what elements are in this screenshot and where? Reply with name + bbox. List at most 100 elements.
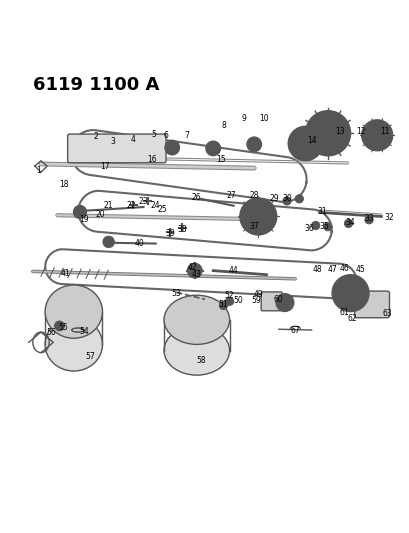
Circle shape: [205, 141, 220, 156]
Text: 24: 24: [151, 201, 160, 211]
Text: 32: 32: [384, 213, 393, 222]
Text: 35: 35: [318, 222, 328, 231]
Text: 33: 33: [363, 214, 373, 223]
Ellipse shape: [45, 318, 102, 371]
FancyBboxPatch shape: [354, 291, 389, 318]
Circle shape: [311, 221, 319, 230]
Text: 54: 54: [79, 327, 89, 336]
Text: 5: 5: [151, 130, 156, 139]
Ellipse shape: [45, 285, 102, 338]
Text: 61: 61: [339, 308, 348, 317]
Text: 34: 34: [345, 217, 355, 227]
Text: 1: 1: [36, 166, 41, 175]
Text: 62: 62: [347, 314, 357, 324]
Text: 14: 14: [306, 136, 316, 145]
Circle shape: [297, 135, 313, 152]
Text: 19: 19: [79, 215, 89, 224]
Text: 55: 55: [58, 322, 68, 332]
Circle shape: [291, 136, 306, 151]
Text: 6119 1100 A: 6119 1100 A: [33, 76, 159, 94]
Circle shape: [282, 197, 290, 205]
Text: 46: 46: [339, 264, 348, 273]
Text: 16: 16: [146, 155, 156, 164]
Text: 38: 38: [177, 225, 187, 234]
Text: 53: 53: [171, 289, 181, 297]
Circle shape: [341, 284, 359, 302]
Circle shape: [364, 216, 372, 224]
Text: 2: 2: [94, 132, 99, 141]
Text: 56: 56: [46, 328, 56, 337]
Circle shape: [219, 301, 227, 310]
Circle shape: [250, 141, 257, 148]
Text: 58: 58: [196, 356, 205, 365]
Text: 27: 27: [226, 191, 236, 200]
Text: 13: 13: [335, 127, 344, 136]
Text: 39: 39: [165, 229, 175, 238]
Circle shape: [369, 128, 384, 143]
Text: 12: 12: [355, 127, 365, 136]
Text: 44: 44: [228, 266, 238, 275]
Text: 11: 11: [380, 127, 389, 136]
Text: 41: 41: [61, 269, 70, 278]
Text: 60: 60: [273, 295, 283, 304]
Circle shape: [331, 274, 368, 312]
Circle shape: [246, 137, 261, 152]
Text: 42: 42: [187, 263, 197, 272]
Text: 49: 49: [253, 290, 263, 299]
Text: 37: 37: [249, 222, 258, 231]
Ellipse shape: [164, 295, 229, 344]
Circle shape: [288, 126, 322, 161]
Circle shape: [187, 263, 202, 278]
Text: 26: 26: [191, 193, 201, 202]
Text: 59: 59: [251, 296, 261, 305]
Circle shape: [209, 145, 216, 152]
Text: 15: 15: [216, 155, 226, 164]
Circle shape: [73, 205, 86, 219]
Circle shape: [344, 220, 352, 228]
Circle shape: [239, 198, 276, 235]
Text: 18: 18: [58, 180, 68, 189]
Circle shape: [313, 119, 342, 148]
Text: 10: 10: [259, 114, 269, 123]
Text: 48: 48: [312, 265, 322, 274]
Text: 36: 36: [304, 224, 314, 233]
Text: 47: 47: [326, 265, 336, 274]
Circle shape: [247, 206, 268, 227]
Text: 17: 17: [99, 161, 109, 171]
Text: 50: 50: [232, 296, 242, 305]
Text: 51: 51: [218, 300, 228, 309]
Text: 21: 21: [103, 201, 113, 211]
FancyBboxPatch shape: [67, 134, 166, 163]
Text: 20: 20: [95, 209, 105, 219]
Text: 43: 43: [191, 270, 201, 279]
Circle shape: [322, 128, 332, 138]
Text: 31: 31: [316, 207, 326, 216]
Text: 57: 57: [85, 352, 95, 361]
Text: 23: 23: [138, 197, 148, 206]
Text: 9: 9: [241, 114, 246, 123]
Circle shape: [361, 120, 392, 151]
Text: 3: 3: [110, 137, 115, 146]
Circle shape: [164, 140, 179, 155]
Circle shape: [323, 223, 331, 231]
Text: 7: 7: [184, 131, 189, 140]
Text: 6: 6: [163, 131, 168, 140]
Text: 52: 52: [224, 290, 234, 300]
Text: 22: 22: [126, 201, 136, 211]
Circle shape: [103, 236, 114, 248]
FancyBboxPatch shape: [261, 292, 281, 311]
Text: 29: 29: [269, 195, 279, 204]
Text: 30: 30: [281, 195, 291, 204]
Text: 4: 4: [130, 135, 135, 144]
Text: 63: 63: [382, 309, 391, 318]
Text: 25: 25: [157, 205, 166, 214]
Text: 67: 67: [290, 326, 299, 335]
Circle shape: [54, 321, 64, 331]
Circle shape: [280, 298, 288, 306]
Circle shape: [295, 140, 302, 147]
Text: 28: 28: [249, 191, 258, 200]
Circle shape: [305, 111, 350, 156]
Ellipse shape: [164, 326, 229, 375]
Text: 8: 8: [220, 120, 225, 130]
Circle shape: [275, 294, 293, 312]
